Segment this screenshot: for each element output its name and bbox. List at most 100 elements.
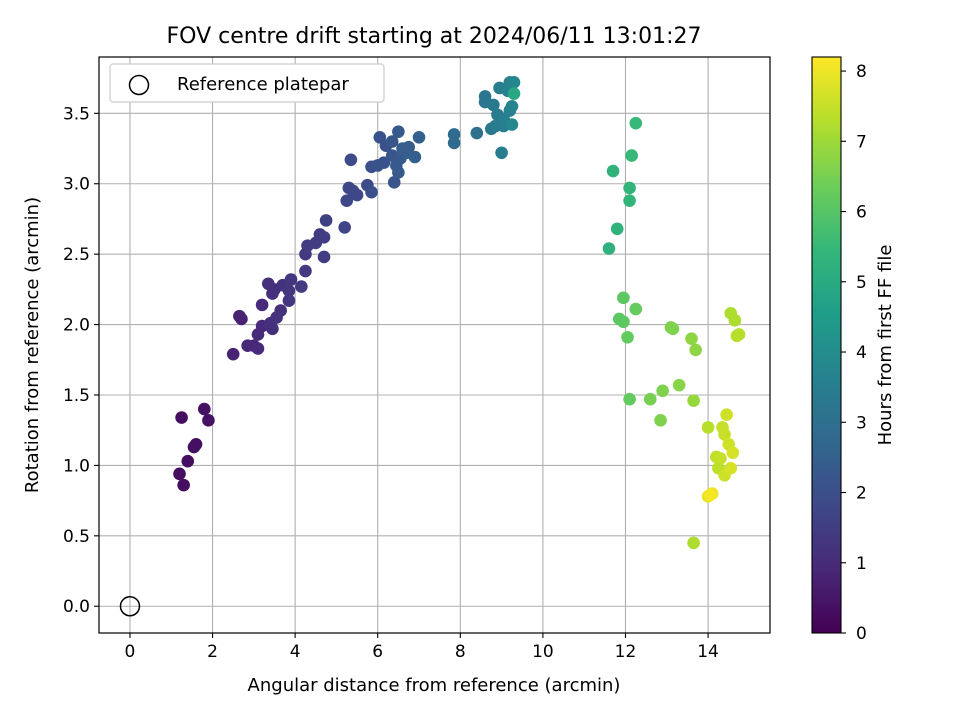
y-tick-label: 1.0 bbox=[63, 456, 90, 476]
data-point bbox=[317, 230, 331, 244]
data-point bbox=[720, 408, 733, 422]
data-point bbox=[282, 294, 296, 307]
data-point bbox=[732, 328, 746, 341]
data-point bbox=[392, 125, 405, 138]
reference-platepar-marker bbox=[119, 595, 141, 617]
x-tick-label: 4 bbox=[290, 642, 301, 662]
data-point bbox=[235, 312, 248, 326]
data-point bbox=[392, 166, 405, 179]
x-tick-label: 10 bbox=[532, 642, 554, 662]
data-point bbox=[408, 150, 422, 164]
y-tick-label: 3.0 bbox=[63, 175, 90, 195]
legend-marker-open-circle bbox=[128, 74, 150, 96]
x-tick-label: 6 bbox=[372, 642, 383, 662]
colorbar-tick-label: 2 bbox=[856, 484, 867, 504]
data-point bbox=[338, 221, 351, 234]
y-tick-label: 0.5 bbox=[63, 527, 90, 547]
data-point bbox=[672, 378, 686, 392]
data-point bbox=[617, 291, 630, 305]
x-tick-label: 0 bbox=[125, 642, 136, 662]
data-point bbox=[505, 118, 519, 131]
data-point bbox=[621, 330, 634, 344]
x-tick-label: 12 bbox=[615, 642, 637, 662]
data-point bbox=[687, 536, 700, 550]
data-point bbox=[255, 298, 269, 312]
data-point bbox=[344, 153, 358, 167]
data-point bbox=[606, 164, 620, 178]
y-axis: 0.0 0.5 1.0 1.5 2.0 2.5 3.0 3.5 bbox=[63, 104, 99, 617]
data-point bbox=[447, 128, 461, 141]
colorbar-tick-label: 7 bbox=[856, 132, 867, 152]
y-tick-label: 1.5 bbox=[63, 386, 90, 406]
x-tick-label: 14 bbox=[697, 642, 719, 662]
colorbar: 0 1 2 3 4 5 6 7 8 bbox=[811, 56, 867, 644]
colorbar-label: Hours from first FF file bbox=[875, 245, 896, 446]
colorbar-tick-label: 3 bbox=[856, 413, 867, 433]
data-point bbox=[251, 342, 265, 355]
legend-label: Reference platepar bbox=[177, 74, 349, 95]
colorbar-gradient bbox=[811, 56, 842, 634]
data-point bbox=[295, 280, 308, 293]
data-point bbox=[317, 250, 331, 264]
data-point bbox=[487, 98, 500, 112]
data-point bbox=[340, 194, 354, 207]
data-point bbox=[689, 343, 702, 357]
data-point bbox=[625, 149, 638, 162]
data-point bbox=[505, 99, 519, 113]
data-point bbox=[724, 461, 738, 475]
y-tick-label: 3.5 bbox=[63, 104, 90, 124]
data-point bbox=[299, 264, 312, 278]
x-tick-label: 2 bbox=[207, 642, 218, 662]
data-point bbox=[654, 414, 667, 427]
data-point bbox=[350, 188, 364, 202]
colorbar-tick-label: 8 bbox=[856, 62, 867, 82]
y-tick-label: 2.5 bbox=[63, 245, 90, 265]
data-point bbox=[402, 140, 415, 154]
colorbar-tick-label: 4 bbox=[856, 343, 867, 363]
data-point bbox=[629, 302, 643, 316]
data-point bbox=[197, 402, 211, 416]
colorbar-tick-label: 6 bbox=[856, 203, 867, 223]
data-point bbox=[319, 214, 333, 227]
data-point bbox=[643, 392, 657, 406]
data-point bbox=[274, 304, 287, 317]
data-point bbox=[602, 242, 616, 255]
data-point bbox=[266, 322, 279, 336]
data-point bbox=[377, 156, 391, 169]
plot-area bbox=[98, 56, 771, 634]
y-tick-label: 2.0 bbox=[63, 316, 90, 336]
y-axis-label: Rotation from reference (arcmin) bbox=[22, 197, 43, 493]
data-point bbox=[666, 322, 680, 336]
data-point bbox=[714, 452, 727, 465]
data-point bbox=[656, 384, 669, 398]
colorbar-tick-label: 1 bbox=[856, 554, 867, 574]
data-point bbox=[610, 222, 624, 236]
data-point bbox=[177, 478, 190, 492]
data-point bbox=[387, 176, 401, 189]
data-point bbox=[703, 488, 717, 502]
data-point bbox=[623, 181, 636, 195]
plot-frame bbox=[98, 56, 771, 634]
data-point bbox=[701, 421, 715, 434]
data-point bbox=[175, 411, 188, 424]
data-point bbox=[726, 446, 740, 460]
data-point bbox=[623, 392, 636, 406]
data-point bbox=[470, 126, 484, 140]
x-tick-label: 8 bbox=[455, 642, 466, 662]
data-point bbox=[617, 315, 630, 329]
data-point bbox=[507, 76, 521, 89]
data-point bbox=[202, 414, 215, 427]
x-axis: 0 2 4 6 8 10 12 14 bbox=[125, 633, 719, 662]
data-point bbox=[495, 146, 508, 160]
data-point bbox=[385, 135, 399, 148]
data-point bbox=[623, 194, 636, 207]
colorbar-tick-label: 5 bbox=[856, 273, 867, 293]
data-point bbox=[181, 454, 195, 468]
x-axis-label: Angular distance from reference (arcmin) bbox=[248, 675, 621, 696]
data-point bbox=[687, 394, 700, 407]
data-point bbox=[728, 314, 742, 327]
data-point bbox=[284, 273, 298, 286]
legend-box bbox=[109, 63, 385, 103]
data-point bbox=[173, 467, 186, 481]
